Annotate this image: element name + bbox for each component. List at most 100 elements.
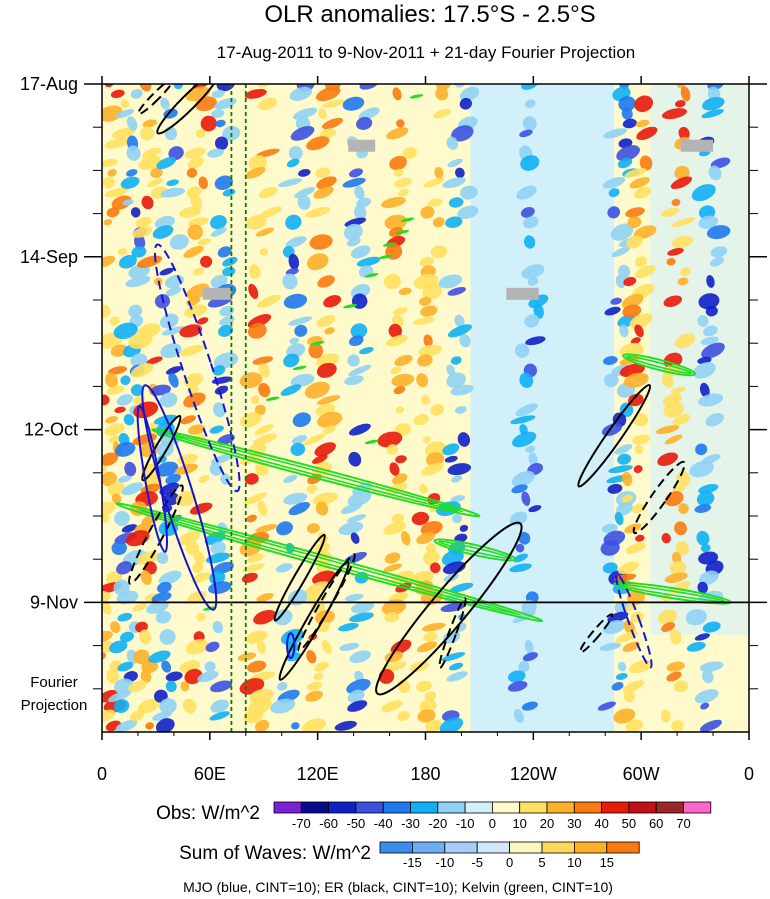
field-blob [702,621,721,633]
field-blob [423,178,445,188]
field-blob [128,332,153,349]
field-blob [671,198,681,207]
field-blob [111,493,122,504]
field-blob [109,316,120,326]
field-blob [446,136,459,150]
kelvin-contour-inner [437,540,513,560]
field-blob [286,158,300,168]
y-tick-label: 17-Aug [20,74,78,94]
field-blob [140,570,152,586]
field-blob [634,256,648,268]
field-blob [457,432,471,447]
field-blob [686,641,706,652]
er-contour [297,553,356,652]
field-blob [114,406,126,414]
field-blob [633,413,649,427]
kelvin-dash [265,396,280,401]
kelvin-dash [395,229,409,235]
field-blob [258,382,271,398]
obs-colorbar-swatch [628,801,657,814]
field-blob [191,572,211,584]
field-blob [398,287,412,296]
x-tick-label: 0 [97,764,107,784]
field-blob [607,483,623,494]
field-blob [102,158,118,168]
field-blob [130,384,144,397]
er-contour [156,84,221,135]
field-blob [338,521,364,536]
field-blob [259,248,269,256]
field-blob [275,563,293,573]
field-blob [603,128,628,139]
field-blob [239,372,263,389]
field-blob [196,613,206,622]
field-blob [349,168,364,178]
field-blob [187,224,203,240]
field-blob [288,501,311,516]
field-blob [635,534,645,542]
field-blob [439,717,464,732]
obs-colorbar-level-label: 0 [489,816,496,831]
field-blob [459,97,472,110]
field-blob [307,253,329,271]
field-blob [142,147,162,159]
field-blob [613,708,636,724]
obs-colorbar-swatch [546,801,575,814]
field-blob [294,187,316,199]
field-blob [666,258,676,266]
field-blob [636,126,658,141]
field-blob [611,246,631,257]
y-tick-label: 9-Nov [30,592,78,612]
field-blob [447,324,472,338]
field-blob [700,336,719,345]
field-blob [186,186,202,199]
obs-colorbar-swatch [273,801,302,814]
field-blob [601,523,618,534]
field-blob [344,593,364,602]
field-blob [699,719,722,732]
field-blob [137,698,160,714]
field-blob [322,99,345,108]
field-blob [454,314,465,328]
field-blob [392,307,408,316]
field-blob [438,274,463,289]
field-blob [104,137,130,149]
field-blob [703,325,718,337]
er-contours [128,84,686,696]
field-blob [696,491,715,507]
er-contour [137,84,175,115]
field-blob [290,125,315,141]
field-blob [701,669,714,684]
field-blob [639,155,653,171]
field-blob [150,384,171,396]
field-blob [159,267,174,276]
field-blob [518,531,531,545]
field-blob [674,100,686,108]
field-blob [294,324,308,337]
field-blob [521,264,545,279]
field-blob [184,304,208,318]
field-blob [513,708,525,724]
field-blob [661,108,688,120]
field-blob [344,375,364,386]
field-blob [193,550,205,566]
field-blob [133,649,150,665]
field-blob [441,652,466,662]
field-blob [192,562,204,573]
field-blob [288,146,303,161]
obs-colorbar-level-label: 20 [540,816,554,831]
field-blob [217,324,234,337]
field-blob [213,402,226,418]
field-blob [388,323,403,338]
field-blob [316,176,337,190]
field-blob [518,660,530,673]
field-blob [676,84,685,89]
kelvin-contour [115,502,544,623]
reference-lines [102,84,749,732]
field-blob [625,207,645,218]
field-blob [619,402,634,418]
field-blob [397,711,410,721]
field-blob [298,168,311,177]
chart-subtitle: 17-Aug-2011 to 9-Nov-2011 + 21-day Fouri… [217,43,635,62]
obs-colorbar-swatch [464,801,493,814]
